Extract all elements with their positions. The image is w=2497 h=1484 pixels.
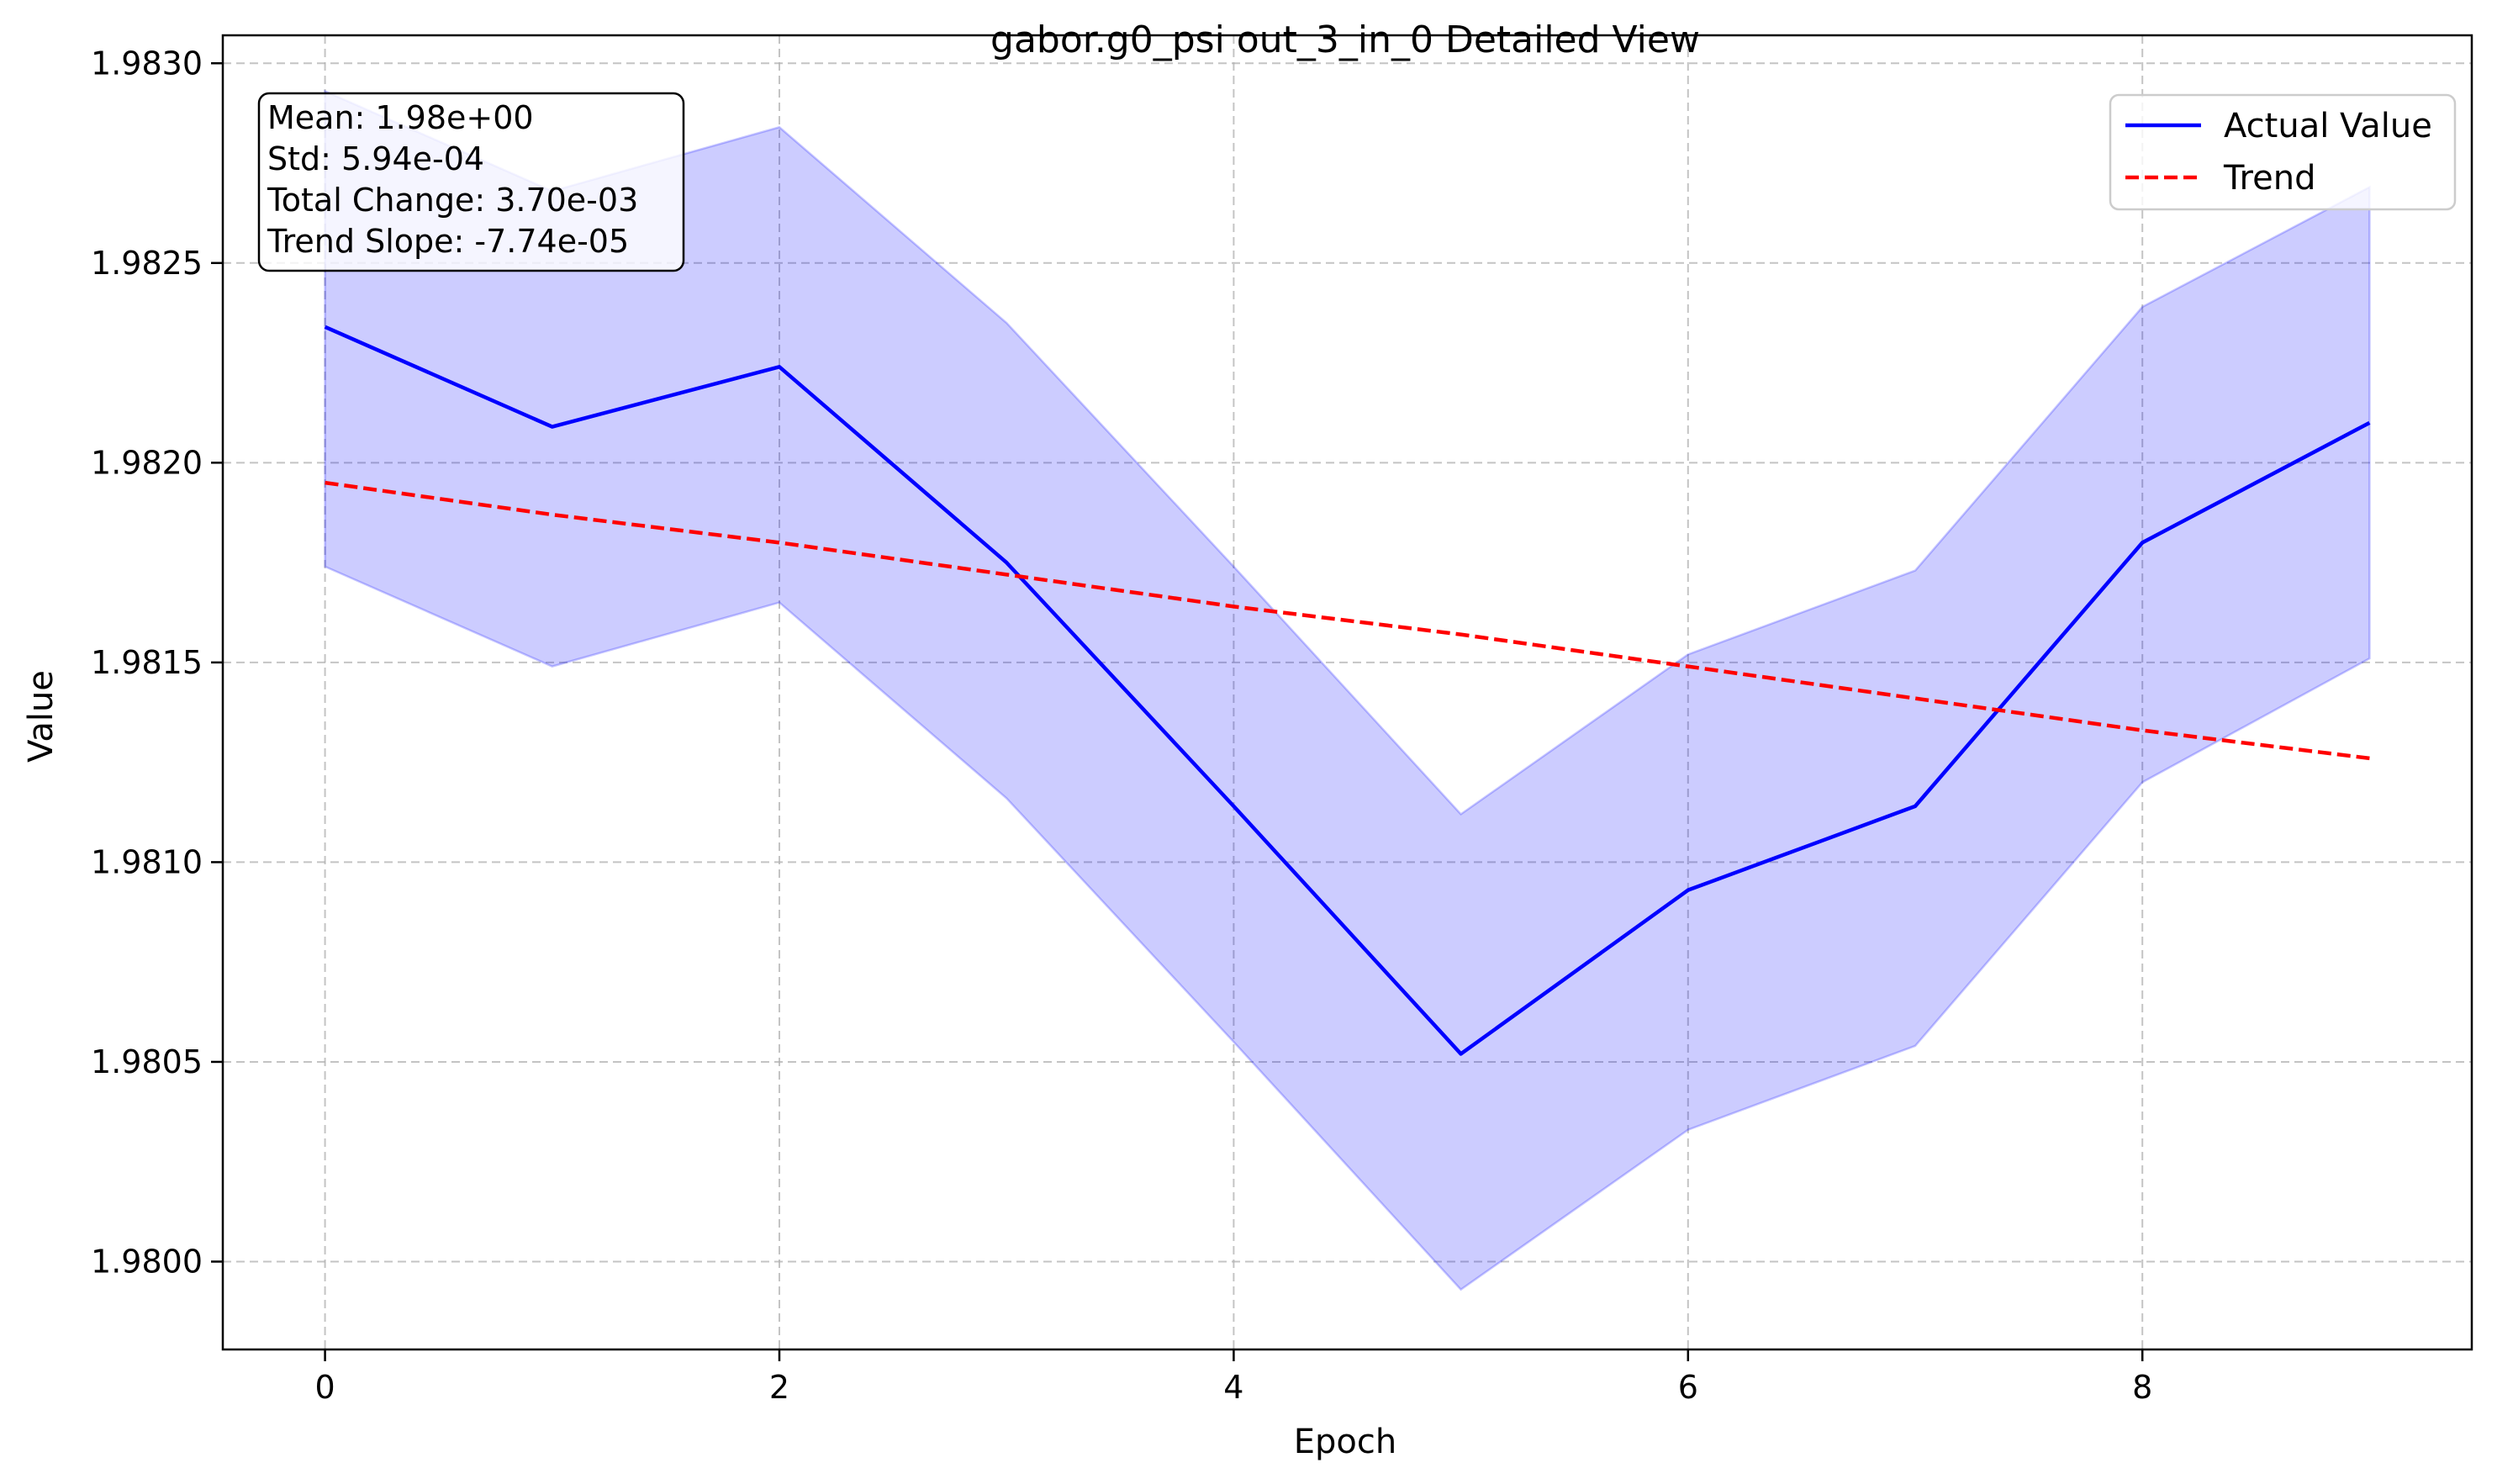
plot-area-frame [221,34,2473,1351]
y-axis-ticks: 1.9800 1.9805 1.9810 1.9815 1.9820 1.9825 1.98… [91,45,223,1280]
y-tick-label-2: 1.9810 [91,843,203,880]
y-tick-label-3: 1.9815 [91,644,203,681]
y-tick-label-6: 1.9830 [91,45,203,82]
series-line-trend [325,480,2370,761]
confidence-band [324,89,2371,1291]
x-axis-label: Epoch [1294,1423,1396,1461]
series-layer [324,325,2371,1056]
stats-std: Std: 5.94e-04 [267,140,484,177]
x-tick-label-2: 4 [1223,1369,1243,1406]
stats-mean: Mean: 1.98e+00 [267,99,534,136]
legend-label-actual-value: Actual Value [2224,107,2432,145]
series-line-actual-value [324,325,2371,1056]
stats-annotation-box: Mean: 1.98e+00 Std: 5.94e-04 Total Chang… [257,92,685,272]
x-tick-label-0: 0 [314,1369,335,1406]
legend-label-trend: Trend [2223,159,2315,198]
stats-total-change: Total Change: 3.70e-03 [267,182,638,219]
stats-trend-slope: Trend Slope: -7.74e-05 [267,223,629,260]
x-tick-label-1: 2 [769,1369,789,1406]
y-tick-label-4: 1.9820 [91,444,203,481]
grid [223,35,2472,1349]
confidence-band-layer [324,89,2371,1291]
x-tick-label-3: 6 [1678,1369,1698,1406]
y-axis-label: Value [22,670,61,763]
chart-title: gabor.g0_psi out_3_in_0 Detailed View [990,18,1700,61]
legend: Actual Value Trend [2109,93,2457,211]
y-tick-label-0: 1.9800 [91,1243,203,1280]
x-tick-label-4: 8 [2132,1369,2152,1406]
y-tick-label-1: 1.9805 [91,1043,203,1080]
stats-annotation-frame [257,92,685,272]
x-axis-ticks: 0 2 4 6 8 [314,1349,2152,1406]
y-tick-label-5: 1.9825 [91,245,203,282]
